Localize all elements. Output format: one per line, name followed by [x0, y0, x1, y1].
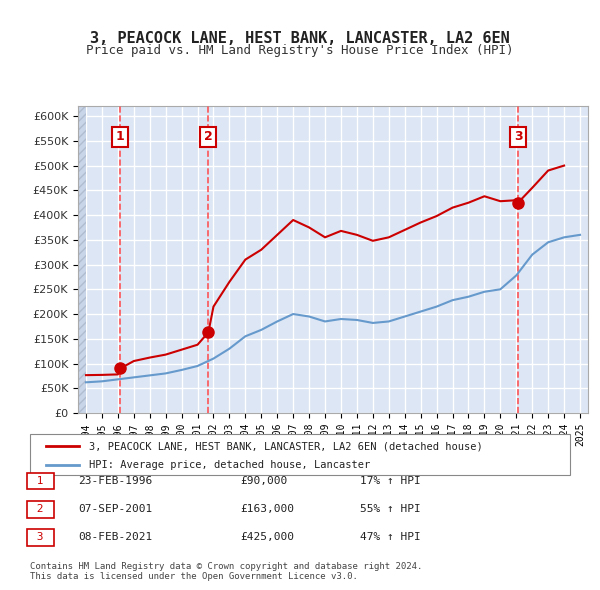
Text: 17% ↑ HPI: 17% ↑ HPI [360, 476, 421, 486]
Text: 3: 3 [30, 533, 50, 542]
Text: HPI: Average price, detached house, Lancaster: HPI: Average price, detached house, Lanc… [89, 460, 371, 470]
Text: 3, PEACOCK LANE, HEST BANK, LANCASTER, LA2 6EN: 3, PEACOCK LANE, HEST BANK, LANCASTER, L… [90, 31, 510, 46]
Text: 55% ↑ HPI: 55% ↑ HPI [360, 504, 421, 514]
Bar [78, 106, 86, 413]
Text: 23-FEB-1996: 23-FEB-1996 [78, 476, 152, 486]
Text: £425,000: £425,000 [240, 533, 294, 542]
Text: 47% ↑ HPI: 47% ↑ HPI [360, 533, 421, 542]
Text: 3: 3 [514, 130, 523, 143]
Text: 07-SEP-2001: 07-SEP-2001 [78, 504, 152, 514]
Text: 2: 2 [30, 504, 50, 514]
Text: £90,000: £90,000 [240, 476, 287, 486]
FancyBboxPatch shape [30, 434, 570, 475]
Text: £163,000: £163,000 [240, 504, 294, 514]
Text: 1: 1 [116, 130, 125, 143]
Text: Price paid vs. HM Land Registry's House Price Index (HPI): Price paid vs. HM Land Registry's House … [86, 44, 514, 57]
Text: 3, PEACOCK LANE, HEST BANK, LANCASTER, LA2 6EN (detached house): 3, PEACOCK LANE, HEST BANK, LANCASTER, L… [89, 441, 483, 451]
Text: Contains HM Land Registry data © Crown copyright and database right 2024.
This d: Contains HM Land Registry data © Crown c… [30, 562, 422, 581]
Text: 2: 2 [204, 130, 213, 143]
Text: 08-FEB-2021: 08-FEB-2021 [78, 533, 152, 542]
Text: 1: 1 [30, 476, 50, 486]
